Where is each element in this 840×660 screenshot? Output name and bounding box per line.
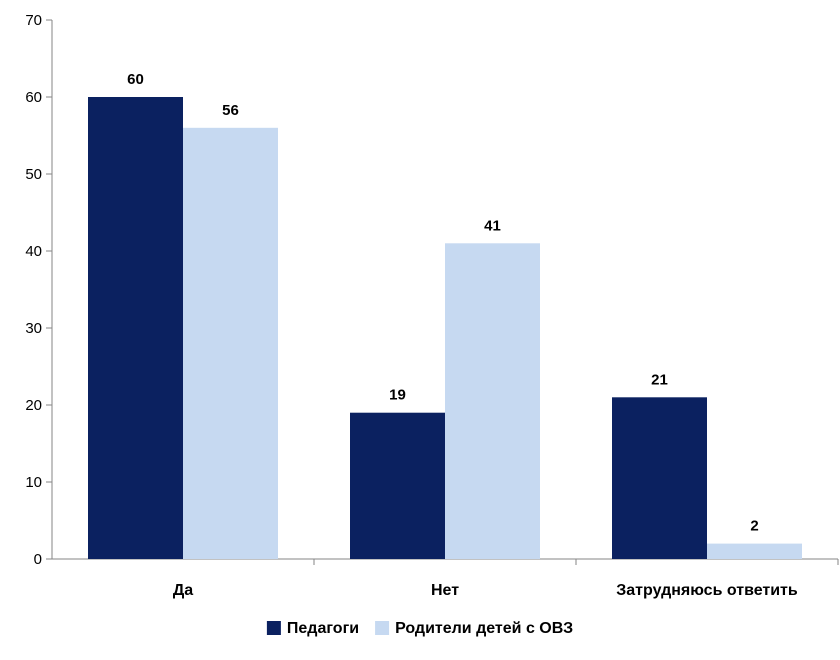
data-label: 60 xyxy=(127,71,144,88)
bars xyxy=(88,97,802,560)
bar xyxy=(183,127,278,560)
data-label: 41 xyxy=(484,217,501,234)
legend: Педагоги Родители детей с ОВЗ xyxy=(266,620,573,637)
legend-swatch xyxy=(375,621,390,635)
y-axis-ticks: 0 10 20 30 40 50 60 70 xyxy=(25,12,52,568)
y-tick-label: 50 xyxy=(25,166,42,183)
bar xyxy=(612,397,707,559)
data-label: 21 xyxy=(651,371,668,388)
data-label: 2 xyxy=(750,518,758,535)
bar xyxy=(445,243,540,560)
category-label: Затрудняюсь ответить xyxy=(616,582,798,599)
data-label: 56 xyxy=(222,102,239,119)
y-tick-label: 0 xyxy=(34,551,42,568)
y-tick-label: 60 xyxy=(25,89,42,106)
data-labels: 60 56 19 41 21 2 xyxy=(127,71,759,535)
category-label: Нет xyxy=(431,582,459,599)
category-label: Да xyxy=(173,582,193,599)
y-tick-label: 70 xyxy=(25,12,42,29)
bar xyxy=(707,543,802,559)
bar xyxy=(88,97,183,559)
category-labels: Да Нет Затрудняюсь ответить xyxy=(173,582,798,599)
legend-swatch xyxy=(266,621,281,635)
bar xyxy=(350,412,445,559)
data-label: 19 xyxy=(389,387,406,404)
y-tick-label: 40 xyxy=(25,243,42,260)
legend-label: Родители детей с ОВЗ xyxy=(395,620,573,637)
y-tick-label: 20 xyxy=(25,397,42,414)
y-tick-label: 10 xyxy=(25,474,42,491)
legend-label: Педагоги xyxy=(287,620,359,637)
y-tick-label: 30 xyxy=(25,320,42,337)
